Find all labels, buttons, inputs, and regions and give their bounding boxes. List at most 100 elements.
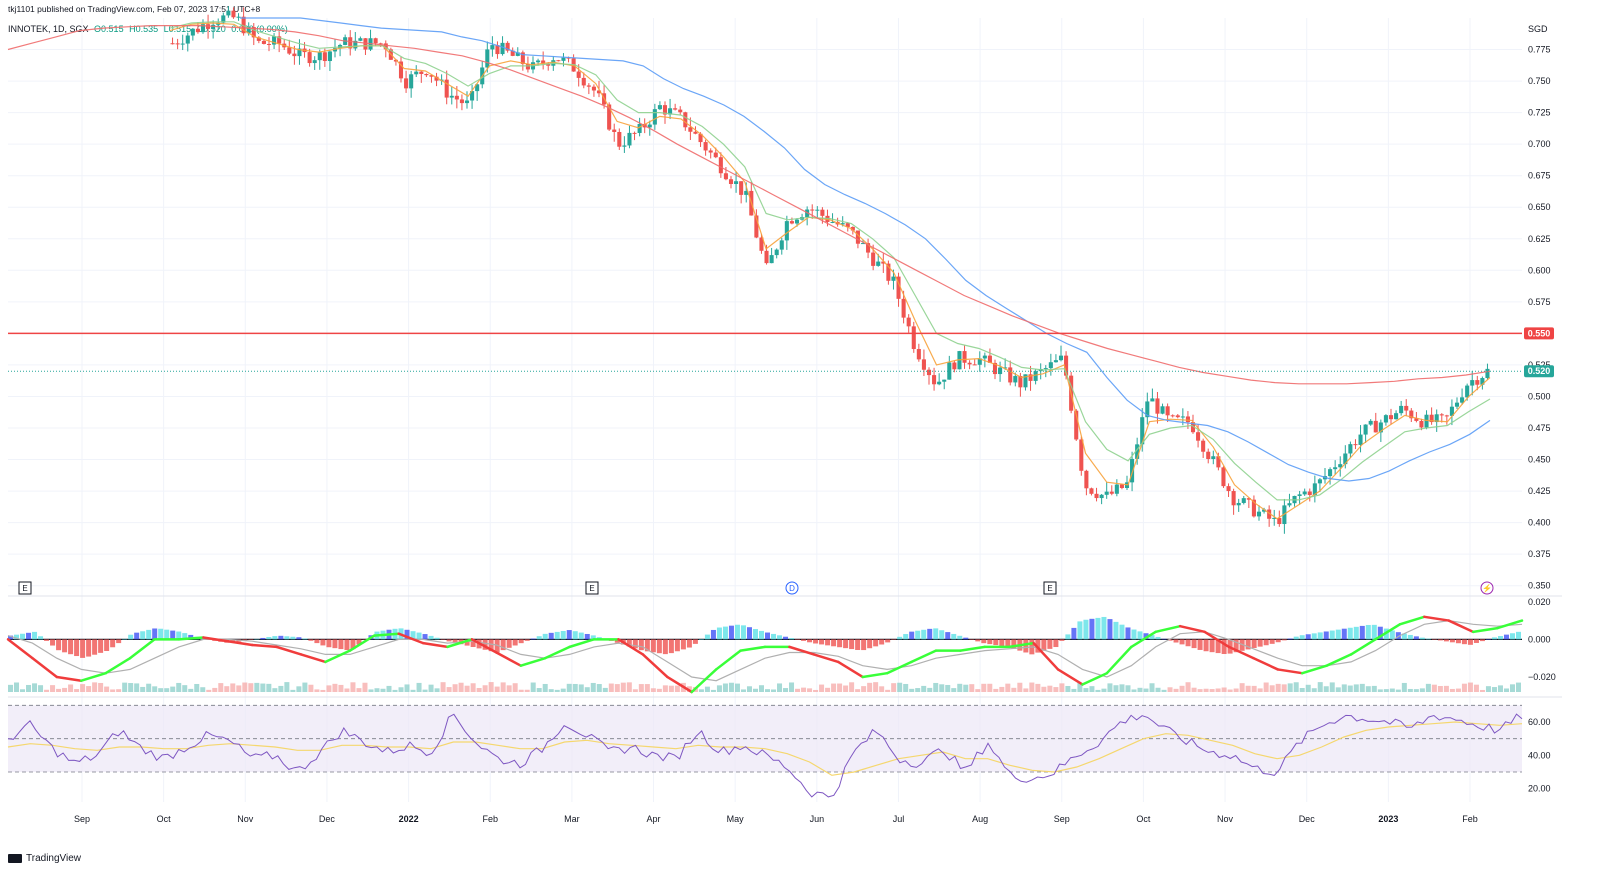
macd-histogram-bar [957, 635, 963, 640]
macd-histogram-bar [1011, 639, 1017, 649]
price-tick-label: 0.375 [1528, 549, 1551, 559]
macd-histogram-bar [897, 636, 903, 640]
resistance-price-label: 0.550 [1528, 328, 1551, 338]
macd-line-segment [1130, 630, 1157, 649]
volume-bar [873, 682, 879, 692]
volume-bar [1497, 685, 1503, 692]
macd-histogram-bar [590, 635, 596, 640]
volume-bar [1485, 686, 1491, 692]
ema_mid-line [169, 21, 1491, 501]
ema_slow-line [240, 17, 1491, 482]
candle-body [1439, 414, 1444, 416]
candle-body [475, 84, 480, 92]
macd-histogram-bar [1005, 639, 1011, 647]
dividend-marker-label: D [789, 584, 795, 593]
macd-histogram-bar [987, 639, 993, 645]
candle-body [1170, 415, 1175, 417]
volume-bar [500, 682, 506, 692]
candle-body [617, 131, 622, 147]
volume-bar [1131, 689, 1137, 692]
volume-bar [1029, 682, 1035, 692]
candle-body [845, 223, 850, 227]
macd-line-segment [1105, 645, 1133, 675]
candle-body [175, 43, 180, 45]
volume-bar [1239, 683, 1245, 692]
candle-body [459, 99, 464, 104]
candle-body [607, 104, 612, 130]
volume-bar [374, 688, 380, 692]
volume-bar [524, 689, 530, 692]
macd-histogram-bar [650, 639, 656, 653]
volume-bar [638, 684, 644, 692]
candle-body [358, 38, 363, 41]
macd-histogram-bar [1077, 621, 1083, 640]
macd-line-segment [1007, 641, 1035, 649]
volume-bar [1023, 688, 1029, 692]
macd-histogram-bar [1071, 627, 1077, 640]
volume-bar [807, 688, 813, 692]
volume-bar [530, 682, 536, 692]
macd-line-segment [446, 638, 474, 649]
volume-bar [602, 687, 608, 692]
volume-bar [1071, 688, 1077, 692]
macd-histogram-bar [314, 639, 320, 644]
volume-bar [596, 684, 602, 692]
macd-histogram-bar [728, 625, 734, 640]
candle-body [1201, 440, 1206, 452]
volume-bar [849, 682, 855, 692]
candle-body [754, 215, 759, 238]
candle-body [444, 79, 449, 98]
candle-body [490, 45, 495, 50]
candle-body [398, 61, 404, 79]
candle-body [322, 52, 327, 62]
macd-histogram-bar [909, 631, 915, 640]
volume-bar [752, 688, 758, 692]
volume-bar [1347, 685, 1353, 692]
volume-bar [704, 686, 710, 692]
macd-histogram-bar [1377, 626, 1383, 640]
candle-body [1028, 374, 1033, 381]
volume-bar [128, 683, 134, 692]
candle-body [713, 152, 718, 158]
volume-bar [1353, 684, 1359, 692]
macd-histogram-bar [20, 633, 26, 640]
volume-bar [518, 689, 524, 692]
candle-body [647, 124, 652, 128]
volume-bar [1137, 687, 1143, 692]
volume-bar [458, 682, 464, 692]
macd-histogram-bar [1503, 634, 1509, 640]
candle-body [195, 28, 200, 33]
volume-bar [819, 684, 825, 692]
macd-histogram-bar [861, 639, 867, 651]
macd-histogram-bar [1251, 639, 1257, 649]
macd-line-segment [495, 651, 523, 667]
candle-body [876, 261, 881, 266]
candle-body [1074, 410, 1079, 440]
price-tick-label: 0.750 [1528, 76, 1551, 86]
volume-bar [765, 689, 771, 692]
volume-bar [488, 682, 494, 692]
macd-histogram-bar [1491, 637, 1497, 640]
macd-histogram-bar [716, 627, 722, 640]
volume-bar [1323, 686, 1329, 692]
volume-bar [1107, 683, 1113, 692]
macd-histogram-bar [542, 633, 548, 640]
volume-bar [428, 684, 434, 692]
macd-histogram-bar [440, 639, 446, 640]
macd-histogram-bar [248, 639, 254, 640]
tradingview-logo[interactable]: TradingView [8, 853, 81, 864]
candle-body [297, 48, 302, 57]
x-tick-label: Oct [157, 814, 172, 824]
candle-body [637, 123, 642, 133]
macd-line-segment [80, 671, 107, 682]
volume-bar [188, 688, 194, 692]
volume-bar [236, 685, 242, 692]
volume-bar [224, 686, 230, 692]
candle-body [769, 255, 774, 264]
volume-bar [777, 683, 783, 692]
macd-histogram-bar [434, 637, 440, 640]
volume-bar [1287, 683, 1293, 692]
price-tick-label: 0.475 [1528, 423, 1551, 433]
candle-body [200, 24, 206, 33]
